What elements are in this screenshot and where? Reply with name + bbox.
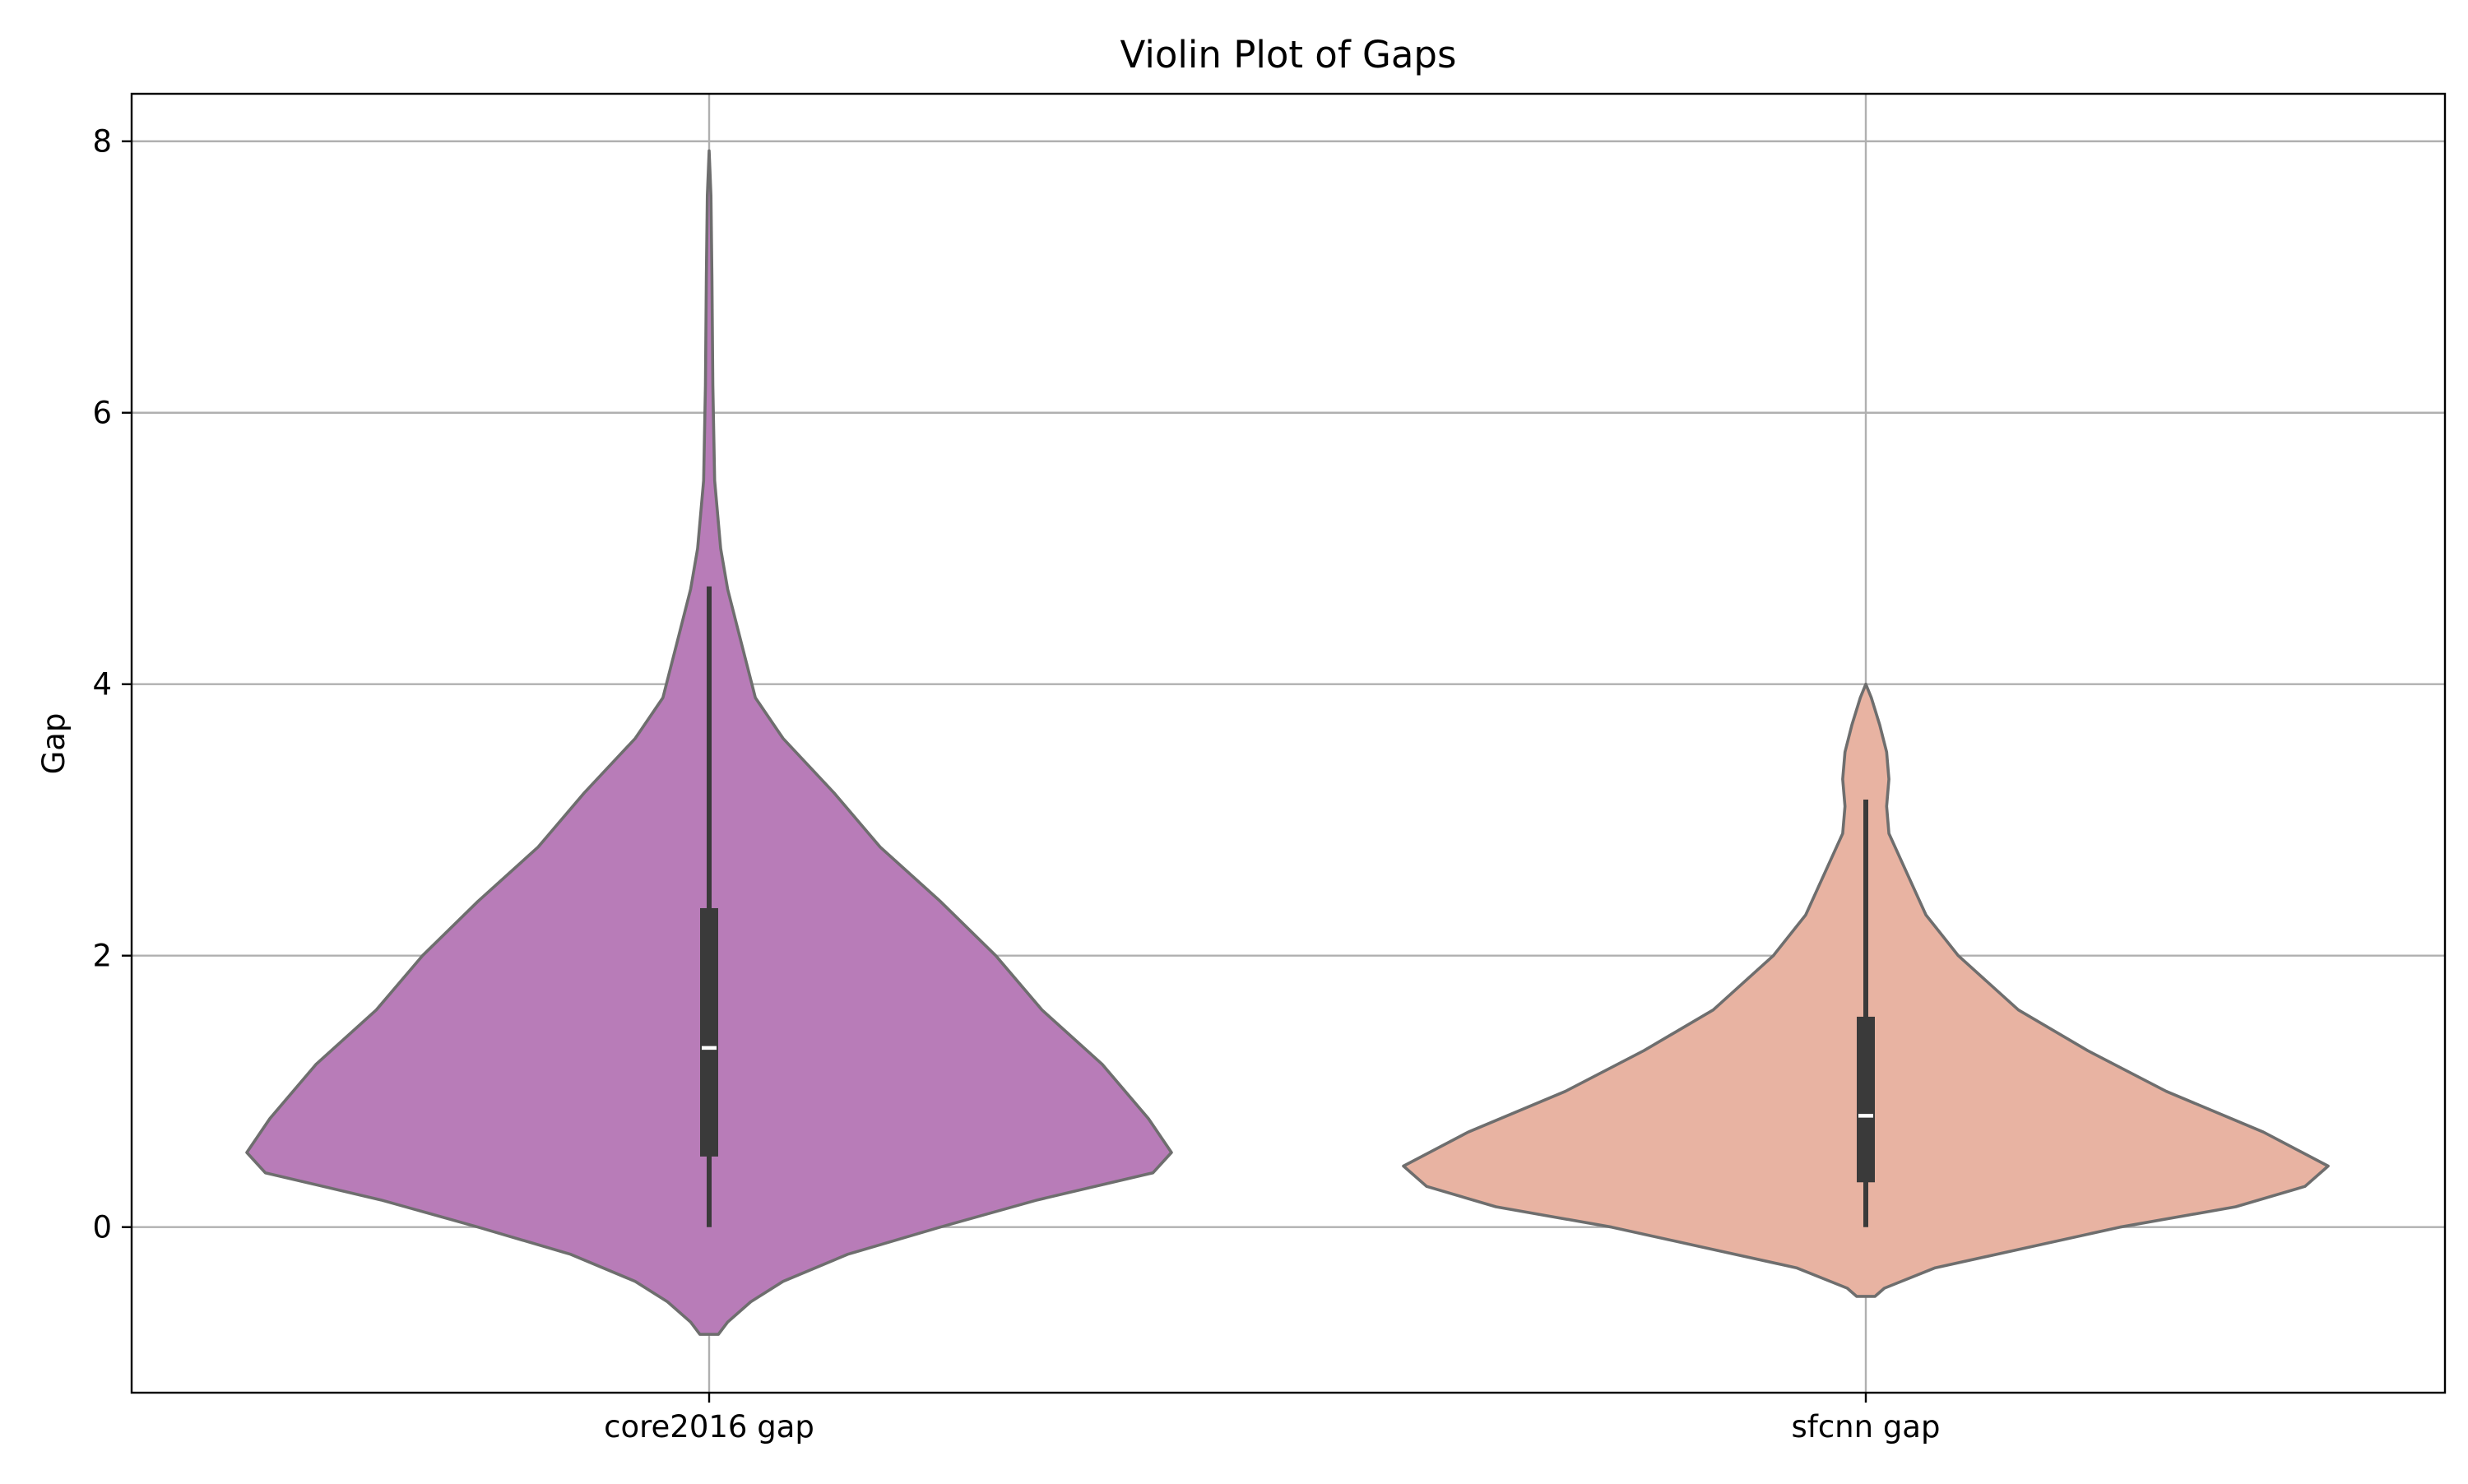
x-axis-ticks: core2016 gap sfcnn gap — [604, 1393, 1940, 1445]
chart-title: Violin Plot of Gaps — [1120, 33, 1457, 77]
iqr-box — [700, 907, 718, 1157]
y-tick-label: 8 — [92, 124, 112, 160]
y-axis-label: Gap — [36, 713, 72, 775]
y-tick-label: 2 — [92, 939, 112, 974]
y-axis-ticks: 0 2 4 6 8 — [92, 124, 132, 1245]
iqr-box — [1857, 1016, 1875, 1183]
y-tick-label: 0 — [92, 1210, 112, 1245]
x-tick-label: sfcnn gap — [1792, 1409, 1941, 1445]
y-tick-label: 4 — [92, 667, 112, 703]
y-tick-label: 6 — [92, 396, 112, 431]
box-plots — [700, 586, 1875, 1227]
x-tick-label: core2016 gap — [604, 1409, 814, 1445]
plot-frame — [130, 92, 2447, 1394]
